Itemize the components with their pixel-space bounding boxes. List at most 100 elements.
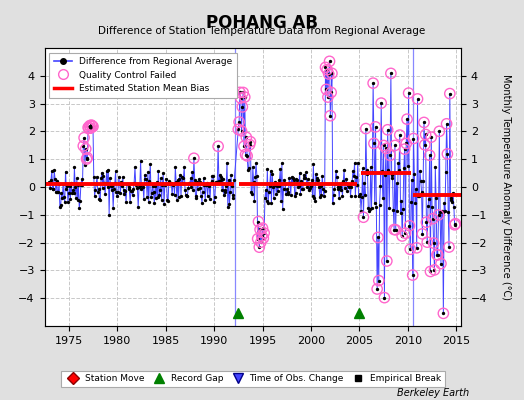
Point — [377, 100, 385, 106]
Point — [382, 145, 390, 152]
Point — [384, 126, 392, 133]
Point — [374, 234, 382, 241]
Point — [391, 142, 399, 149]
Point — [435, 128, 443, 134]
Point — [240, 143, 248, 150]
Point — [451, 222, 459, 228]
Point — [85, 125, 93, 132]
Point — [259, 235, 268, 242]
Point — [327, 89, 335, 96]
Point — [409, 135, 418, 142]
Point — [325, 58, 334, 64]
Point — [426, 268, 434, 275]
Point — [413, 96, 422, 102]
Point — [418, 231, 427, 237]
Text: POHANG AB: POHANG AB — [206, 14, 318, 32]
Point — [423, 239, 431, 245]
Point — [84, 124, 92, 131]
Text: Difference of Station Temperature Data from Regional Average: Difference of Station Temperature Data f… — [99, 26, 425, 36]
Point — [237, 128, 246, 134]
Point — [445, 244, 453, 250]
Point — [326, 112, 334, 119]
Point — [257, 233, 266, 239]
Point — [390, 226, 398, 233]
Point — [400, 146, 409, 152]
Point — [242, 151, 250, 158]
Point — [236, 95, 245, 101]
Point — [403, 116, 411, 122]
Point — [85, 122, 94, 129]
Point — [238, 104, 246, 110]
Point — [421, 131, 430, 138]
Point — [257, 239, 265, 245]
Point — [79, 143, 88, 149]
Point — [239, 89, 247, 96]
Point — [214, 143, 222, 150]
Point — [425, 152, 434, 158]
Point — [436, 260, 445, 267]
Point — [445, 90, 454, 97]
Point — [235, 119, 243, 125]
Point — [323, 66, 331, 73]
Point — [387, 70, 395, 76]
Point — [260, 230, 268, 236]
Point — [372, 124, 380, 130]
Point — [243, 153, 252, 159]
Point — [442, 120, 451, 127]
Point — [405, 222, 413, 229]
Point — [451, 220, 460, 227]
Point — [242, 134, 250, 140]
Point — [321, 64, 330, 70]
Text: Berkeley Earth: Berkeley Earth — [397, 388, 469, 398]
Point — [383, 258, 391, 264]
Point — [421, 142, 429, 148]
Point — [87, 122, 95, 128]
Point — [88, 123, 96, 129]
Point — [83, 154, 92, 161]
Point — [439, 310, 447, 316]
Point — [398, 233, 407, 239]
Point — [412, 245, 421, 251]
Point — [89, 123, 97, 130]
Point — [396, 132, 404, 138]
Point — [234, 126, 243, 132]
Point — [82, 156, 91, 162]
Point — [258, 225, 267, 231]
Point — [429, 216, 437, 222]
Point — [324, 94, 332, 100]
Point — [241, 94, 249, 100]
Point — [401, 230, 410, 236]
Point — [255, 244, 264, 250]
Point — [322, 86, 331, 92]
Point — [402, 140, 410, 147]
Legend: Station Move, Record Gap, Time of Obs. Change, Empirical Break: Station Move, Record Gap, Time of Obs. C… — [61, 370, 445, 387]
Point — [420, 119, 428, 126]
Point — [443, 151, 452, 157]
Point — [328, 70, 336, 76]
Point — [427, 134, 435, 140]
Point — [246, 138, 255, 145]
Point — [430, 240, 438, 246]
Point — [409, 272, 417, 278]
Point — [80, 134, 88, 141]
Point — [406, 246, 414, 252]
Point — [256, 226, 264, 233]
Point — [86, 125, 95, 131]
Point — [433, 252, 441, 258]
Point — [245, 142, 254, 148]
Point — [82, 146, 90, 152]
Point — [190, 155, 198, 162]
Point — [386, 152, 394, 158]
Point — [362, 125, 370, 132]
Point — [434, 212, 443, 218]
Point — [373, 286, 381, 292]
Point — [380, 294, 389, 301]
Point — [254, 218, 263, 225]
Point — [369, 80, 377, 86]
Point — [375, 278, 383, 284]
Point — [422, 219, 431, 226]
Point — [430, 267, 439, 273]
Point — [433, 252, 442, 258]
Point — [236, 89, 244, 96]
Point — [324, 71, 333, 77]
